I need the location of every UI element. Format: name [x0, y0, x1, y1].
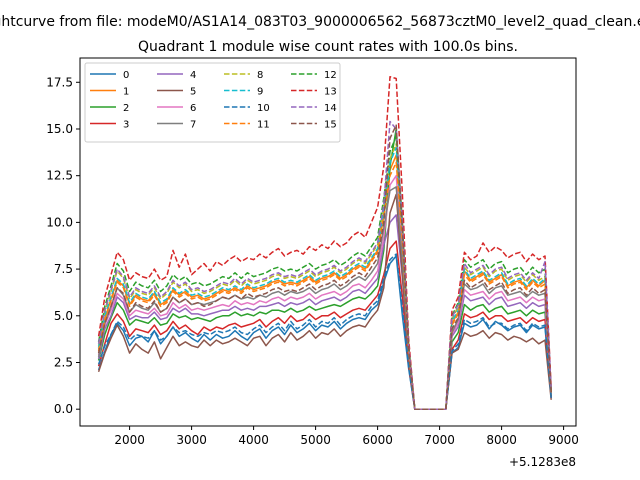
- legend-label-10: 10: [257, 103, 270, 114]
- y-tick-label: 2.5: [54, 355, 73, 369]
- series-line-15: [97, 124, 552, 410]
- series-line-6: [97, 174, 552, 410]
- legend-label-7: 7: [190, 120, 196, 131]
- series-line-12: [97, 135, 552, 410]
- legend-label-0: 0: [123, 70, 129, 81]
- legend-label-15: 15: [324, 120, 337, 131]
- legend-label-4: 4: [190, 70, 196, 81]
- x-tick-label: 2000: [114, 433, 145, 447]
- legend-label-12: 12: [324, 70, 337, 81]
- legend-label-11: 11: [257, 120, 270, 131]
- legend-label-8: 8: [257, 70, 263, 81]
- legend-label-9: 9: [257, 87, 263, 98]
- series-line-9: [97, 146, 552, 410]
- series-line-5: [97, 193, 552, 410]
- x-tick-label: 3000: [176, 433, 207, 447]
- legend-label-6: 6: [190, 103, 196, 114]
- x-offset-label: +5.1283e8: [509, 455, 576, 469]
- series-line-14: [97, 120, 552, 410]
- chart-suptitle: Lightcurve from file: modeM0/AS1A14_083T…: [0, 14, 640, 30]
- x-axis: 2000 3000 4000 5000 6000 7000 8000 9000: [114, 426, 579, 447]
- y-tick-label: 12.5: [46, 169, 73, 183]
- series-line-11: [97, 161, 552, 410]
- legend-label-13: 13: [324, 87, 337, 98]
- y-tick-label: 7.5: [54, 262, 73, 276]
- legend-label-5: 5: [190, 87, 196, 98]
- x-tick-label: 7000: [424, 433, 455, 447]
- series-line-1: [97, 154, 552, 410]
- legend-label-1: 1: [123, 87, 129, 98]
- x-tick-label: 6000: [362, 433, 393, 447]
- y-tick-label: 5.0: [54, 309, 73, 323]
- legend-label-14: 14: [324, 103, 337, 114]
- series-line-2: [97, 128, 552, 410]
- x-tick-label: 4000: [238, 433, 269, 447]
- x-tick-label: 9000: [548, 433, 579, 447]
- series-line-3: [97, 240, 552, 410]
- legend-label-2: 2: [123, 103, 129, 114]
- legend-label-3: 3: [123, 120, 129, 131]
- y-axis: 0.0 2.5 5.0 7.5 10.0 12.5 15.0 17.5: [46, 75, 80, 416]
- series-line-7: [97, 186, 552, 410]
- x-tick-label: 8000: [486, 433, 517, 447]
- y-tick-label: 0.0: [54, 402, 73, 416]
- plot-border: [79, 57, 577, 427]
- y-tick-label: 17.5: [46, 75, 73, 89]
- series-line-10: [97, 253, 552, 410]
- series-line-4: [97, 214, 552, 410]
- series-line-0: [97, 255, 552, 410]
- series-line-8: [97, 143, 552, 410]
- y-tick-label: 15.0: [46, 122, 73, 136]
- chart-title: Quadrant 1 module wise count rates with …: [138, 39, 518, 55]
- x-tick-label: 5000: [300, 433, 331, 447]
- y-tick-label: 10.0: [46, 215, 73, 229]
- series-layer: [97, 75, 552, 410]
- legend-box: [84, 62, 341, 143]
- series-line-13: [97, 75, 552, 410]
